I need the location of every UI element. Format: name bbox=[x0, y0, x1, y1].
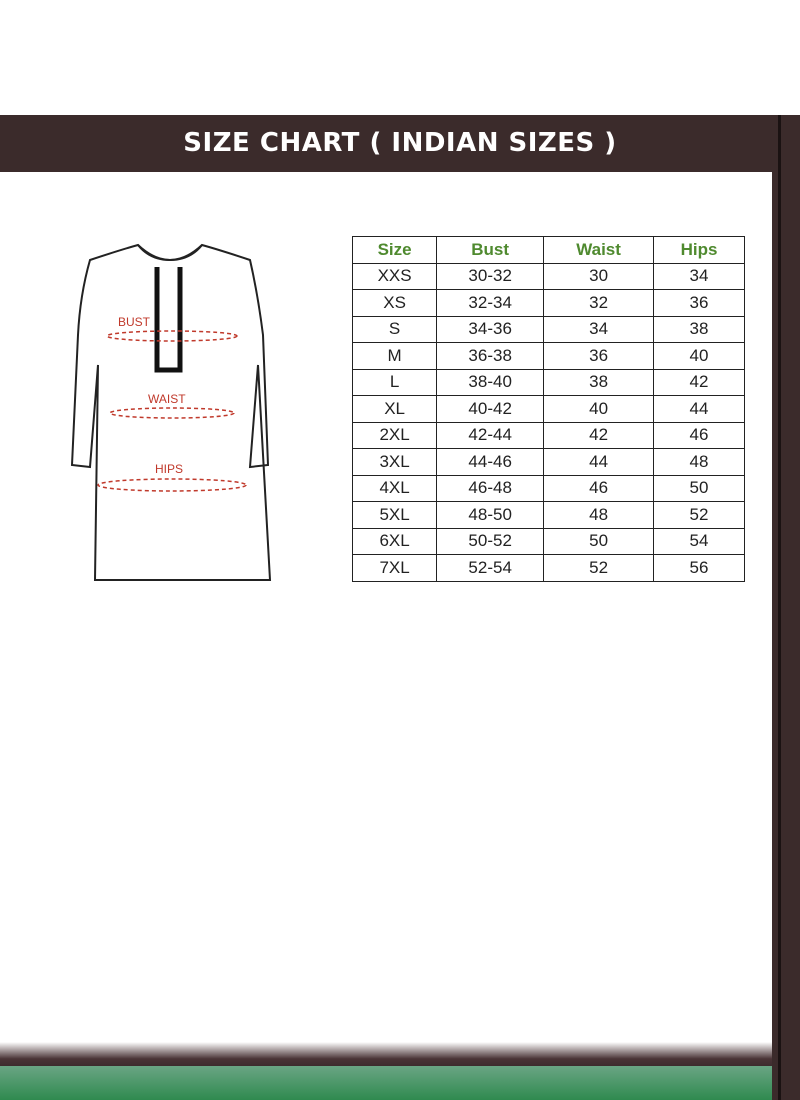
table-cell: L bbox=[351, 368, 438, 396]
table-row: M 36-38 36 40 bbox=[351, 342, 745, 370]
table-cell: 4XL bbox=[351, 474, 438, 502]
table-cell: 7XL bbox=[351, 554, 438, 582]
table-cell: XXS bbox=[351, 262, 438, 290]
table-row: 4XL 46-48 46 50 bbox=[351, 474, 745, 502]
table-cell: 48 bbox=[543, 501, 655, 529]
table-row: XXS 30-32 30 34 bbox=[351, 262, 745, 290]
table-cell: S bbox=[351, 315, 438, 343]
table-cell: M bbox=[351, 342, 438, 370]
table-cell: 34 bbox=[653, 262, 745, 290]
table-row: 7XL 52-54 52 56 bbox=[351, 554, 745, 582]
column-header-hips: Hips bbox=[653, 236, 745, 264]
table-cell: 40 bbox=[543, 395, 655, 423]
table-row: L 38-40 38 42 bbox=[351, 368, 745, 396]
table-cell: 6XL bbox=[351, 527, 438, 555]
table-cell: 44-46 bbox=[436, 448, 545, 476]
table-cell: 36 bbox=[653, 289, 745, 317]
table-cell: 40-42 bbox=[436, 395, 545, 423]
table-row: 6XL 50-52 50 54 bbox=[351, 527, 745, 555]
table-cell: 48-50 bbox=[436, 501, 545, 529]
waist-label: WAIST bbox=[148, 392, 186, 406]
table-cell: 52-54 bbox=[436, 554, 545, 582]
table-row: 3XL 44-46 44 48 bbox=[351, 448, 745, 476]
table-cell: 32 bbox=[543, 289, 655, 317]
kurta-illustration: BUST WAIST HIPS bbox=[70, 243, 272, 581]
table-cell: 2XL bbox=[351, 421, 438, 449]
table-row: XL 40-42 40 44 bbox=[351, 395, 745, 423]
table-cell: 38-40 bbox=[436, 368, 545, 396]
table-cell: 48 bbox=[653, 448, 745, 476]
table-cell: 3XL bbox=[351, 448, 438, 476]
table-cell: XS bbox=[351, 289, 438, 317]
table-cell: 44 bbox=[543, 448, 655, 476]
table-cell: 50-52 bbox=[436, 527, 545, 555]
table-cell: 46 bbox=[543, 474, 655, 502]
table-cell: 52 bbox=[543, 554, 655, 582]
table-header-row: Size Bust Waist Hips bbox=[351, 236, 745, 264]
table-row: 2XL 42-44 42 46 bbox=[351, 421, 745, 449]
size-table: Size Bust Waist Hips XXS 30-32 30 34 XS 32-34 32 3… bbox=[351, 236, 745, 582]
table-cell: 46-48 bbox=[436, 474, 545, 502]
table-cell: 38 bbox=[653, 315, 745, 343]
table-cell: 50 bbox=[543, 527, 655, 555]
table-row: 5XL 48-50 48 52 bbox=[351, 501, 745, 529]
footer-band-green bbox=[0, 1066, 772, 1100]
table-cell: 32-34 bbox=[436, 289, 545, 317]
table-cell: 5XL bbox=[351, 501, 438, 529]
table-row: XS 32-34 32 36 bbox=[351, 289, 745, 317]
table-cell: 30-32 bbox=[436, 262, 545, 290]
table-cell: 42-44 bbox=[436, 421, 545, 449]
table-cell: 46 bbox=[653, 421, 745, 449]
column-header-size: Size bbox=[351, 236, 438, 264]
table-cell: 38 bbox=[543, 368, 655, 396]
table-cell: 50 bbox=[653, 474, 745, 502]
table-cell: 52 bbox=[653, 501, 745, 529]
table-cell: 36 bbox=[543, 342, 655, 370]
table-cell: XL bbox=[351, 395, 438, 423]
column-header-waist: Waist bbox=[543, 236, 655, 264]
hips-label: HIPS bbox=[155, 462, 183, 476]
footer-band-dark bbox=[0, 1042, 772, 1066]
table-cell: 30 bbox=[543, 262, 655, 290]
page-title: SIZE CHART ( INDIAN SIZES ) bbox=[0, 115, 800, 172]
bust-label: BUST bbox=[118, 315, 151, 329]
table-cell: 42 bbox=[653, 368, 745, 396]
column-header-bust: Bust bbox=[436, 236, 545, 264]
table-cell: 42 bbox=[543, 421, 655, 449]
table-cell: 54 bbox=[653, 527, 745, 555]
right-border bbox=[772, 115, 800, 1100]
table-row: S 34-36 34 38 bbox=[351, 315, 745, 343]
table-cell: 44 bbox=[653, 395, 745, 423]
table-cell: 56 bbox=[653, 554, 745, 582]
table-cell: 34 bbox=[543, 315, 655, 343]
table-cell: 40 bbox=[653, 342, 745, 370]
table-cell: 34-36 bbox=[436, 315, 545, 343]
table-cell: 36-38 bbox=[436, 342, 545, 370]
